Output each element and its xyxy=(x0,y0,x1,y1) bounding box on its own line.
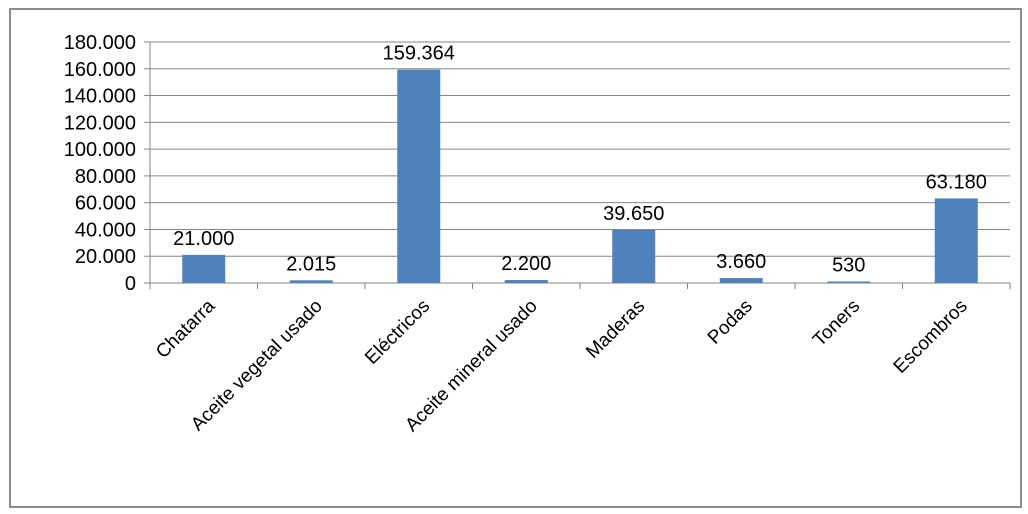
data-label: 2.015 xyxy=(286,253,336,275)
data-label: 21.000 xyxy=(173,228,234,250)
bar xyxy=(719,278,763,283)
category-label: Maderas xyxy=(582,296,649,363)
y-tick-label: 20.000 xyxy=(75,246,136,268)
data-label: 2.200 xyxy=(501,253,551,275)
bar xyxy=(612,229,656,283)
chart-frame xyxy=(9,8,1022,508)
y-tick-label: 40.000 xyxy=(75,219,136,241)
bar xyxy=(397,69,441,284)
category-label: Chatarra xyxy=(152,295,219,362)
category-label: Escombros xyxy=(890,296,972,378)
y-tick-label: 120.000 xyxy=(64,112,136,134)
bar xyxy=(289,280,333,283)
y-tick-label: 0 xyxy=(125,273,136,295)
data-label: 530 xyxy=(832,255,865,277)
y-tick-label: 160.000 xyxy=(64,59,136,81)
data-label: 159.364 xyxy=(383,43,455,65)
bar xyxy=(182,254,226,283)
bar xyxy=(504,280,548,283)
data-label: 3.660 xyxy=(716,251,766,273)
bar xyxy=(934,198,978,283)
bar xyxy=(827,281,871,283)
y-tick-label: 80.000 xyxy=(75,166,136,188)
category-label: Eléctricos xyxy=(361,296,434,369)
data-label: 39.650 xyxy=(603,203,664,225)
category-label: Toners xyxy=(809,296,864,351)
y-tick-label: 180.000 xyxy=(64,32,136,54)
y-tick-label: 100.000 xyxy=(64,139,136,161)
y-tick-label: 140.000 xyxy=(64,86,136,108)
data-label: 63.180 xyxy=(926,171,987,193)
y-tick-label: 60.000 xyxy=(75,193,136,215)
category-label: Podas xyxy=(704,296,757,349)
